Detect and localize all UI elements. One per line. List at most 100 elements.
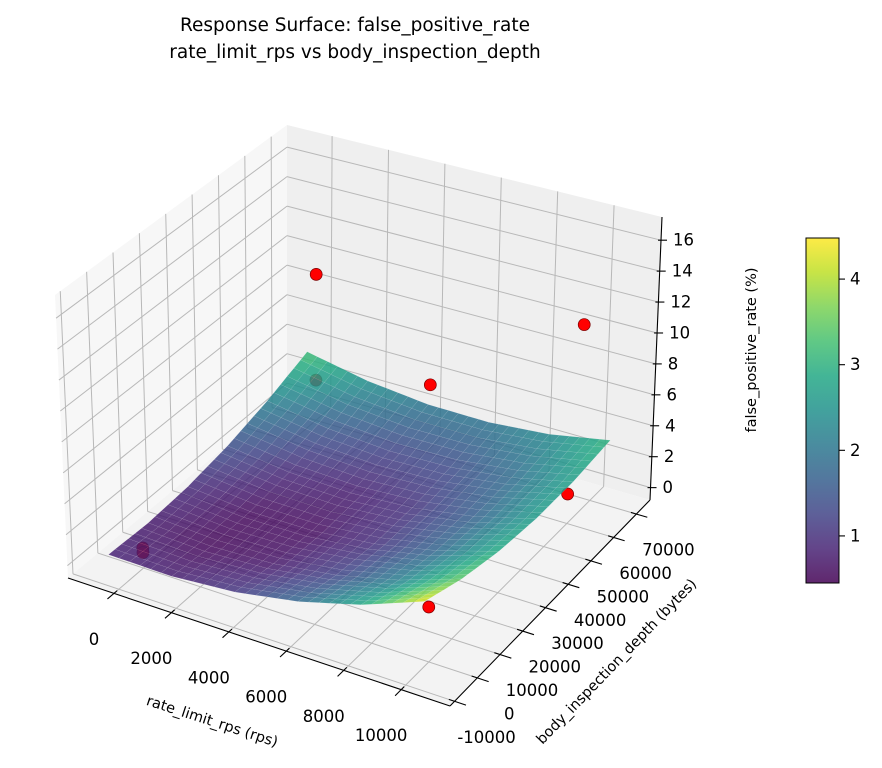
z-gridline: [60, 235, 288, 412]
data-point: [577, 318, 591, 331]
y-tick: [494, 652, 512, 659]
x-gridline: [493, 177, 502, 456]
x-tick-label: 0: [89, 630, 100, 649]
y-tick: [539, 605, 557, 612]
y-tick: [516, 628, 535, 636]
z-tick-label: 2: [664, 447, 675, 466]
z-gridline: [62, 294, 288, 474]
y-tick-label: 40000: [574, 611, 627, 630]
scatter-points: [309, 268, 591, 392]
y-tick-label: 70000: [642, 541, 695, 560]
surface-patch: [431, 586, 451, 591]
x-gridline: [603, 205, 615, 487]
y-gridline: [97, 552, 478, 679]
z-gridline: [286, 294, 655, 396]
z-gridline: [58, 205, 288, 381]
surface-patch: [562, 473, 580, 483]
z-gridline: [65, 353, 288, 536]
y-gridline: [270, 136, 273, 408]
y-gridline: [191, 194, 198, 470]
y-gridline: [112, 252, 124, 533]
data-point: [309, 268, 323, 281]
y-tick-label: 10000: [506, 681, 559, 700]
x-tick-label: 6000: [245, 688, 287, 707]
z-gridline: [61, 264, 288, 443]
surface-patch: [437, 582, 457, 588]
surface-patch: [593, 439, 611, 448]
x-gridline: [330, 136, 333, 408]
data-point: [422, 600, 436, 614]
y-tick-label: 60000: [619, 564, 672, 583]
y-gridline: [217, 175, 223, 450]
x-gridline: [384, 149, 390, 424]
data-point: [423, 378, 437, 392]
y-gridline: [165, 213, 174, 491]
x-tick: [222, 628, 233, 639]
x-tick-label: 10000: [355, 726, 408, 745]
surface-patch: [456, 569, 475, 575]
colorbar-tick-label: 4: [850, 270, 861, 289]
y-gridline: [244, 155, 248, 429]
y-tick-label: 30000: [551, 634, 604, 653]
x-tick: [164, 609, 175, 619]
x-tick-label: 8000: [303, 707, 345, 726]
surface: [107, 351, 611, 605]
y-tick: [448, 698, 467, 706]
z-tick-label: 12: [670, 293, 691, 312]
colorbar-gradient: [805, 237, 840, 584]
surface-patch: [524, 512, 543, 520]
z-gridline: [67, 382, 288, 567]
z-axis-label: false_positive_rate (%): [744, 267, 760, 432]
y-tick: [607, 535, 625, 542]
colorbar-tick-label: 2: [850, 441, 861, 460]
chart-title: Response Surface: false_positive_rate: [180, 15, 530, 36]
colorbar-tick-label: 1: [850, 526, 861, 545]
y-gridline: [59, 291, 74, 574]
surface-patch: [469, 560, 488, 566]
z-tick-label: 14: [672, 262, 693, 281]
y-tick: [585, 558, 603, 565]
x-tick: [337, 667, 348, 677]
z-gridline: [286, 205, 659, 303]
y-axis-line: [449, 499, 651, 707]
x-tick: [394, 686, 405, 697]
y-tick-label: -10000: [457, 728, 515, 747]
y-tick: [562, 582, 580, 589]
z-gridline: [57, 176, 288, 350]
x-tick: [279, 647, 290, 658]
y-tick: [630, 511, 648, 518]
z-gridline: [64, 323, 288, 505]
colorbar-tick-label: 3: [850, 355, 861, 374]
z-tick-label: 16: [673, 231, 694, 250]
z-gridline: [55, 146, 288, 319]
y-gridline: [86, 271, 99, 554]
z-axis-line: [649, 216, 663, 501]
axes: 0 2000 4000 6000 8000 10000 -10000 0 10000 20000 3…: [67, 216, 695, 747]
x-tick: [107, 590, 118, 600]
chart-subtitle: rate_limit_rps vs body_inspection_depth: [169, 42, 540, 63]
z-tick-label: 8: [668, 354, 679, 373]
z-gridline: [286, 264, 656, 365]
z-tick-label: 4: [665, 416, 676, 435]
z-gridline: [286, 146, 662, 241]
z-gridline: [286, 235, 658, 334]
surface-patch: [587, 446, 605, 455]
y-tick-label: 0: [504, 704, 515, 723]
y-tick: [471, 675, 489, 683]
x-gridline: [548, 191, 559, 471]
z-tick-label: 10: [669, 323, 690, 342]
z-gridline: [286, 176, 660, 272]
x-tick-label: 4000: [188, 668, 230, 687]
x-gridline: [400, 486, 604, 690]
z-tick-label: 0: [663, 478, 674, 497]
y-tick-label: 20000: [528, 658, 581, 677]
y-tick-label: 50000: [597, 587, 650, 606]
z-gridline: [286, 323, 654, 427]
z-tick-label: 6: [666, 385, 677, 404]
y-gridline: [138, 233, 149, 512]
x-axis-line: [67, 577, 451, 707]
data-point: [561, 487, 575, 501]
y-gridline: [72, 573, 455, 702]
surface-patch: [413, 597, 431, 603]
